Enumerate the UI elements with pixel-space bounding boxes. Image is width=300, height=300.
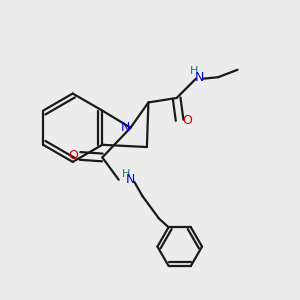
Text: N: N: [126, 173, 135, 186]
Text: H: H: [190, 66, 199, 76]
Text: H: H: [122, 169, 130, 179]
Text: O: O: [182, 114, 192, 127]
Text: N: N: [195, 71, 204, 84]
Text: N: N: [121, 121, 130, 134]
Text: O: O: [69, 149, 78, 162]
